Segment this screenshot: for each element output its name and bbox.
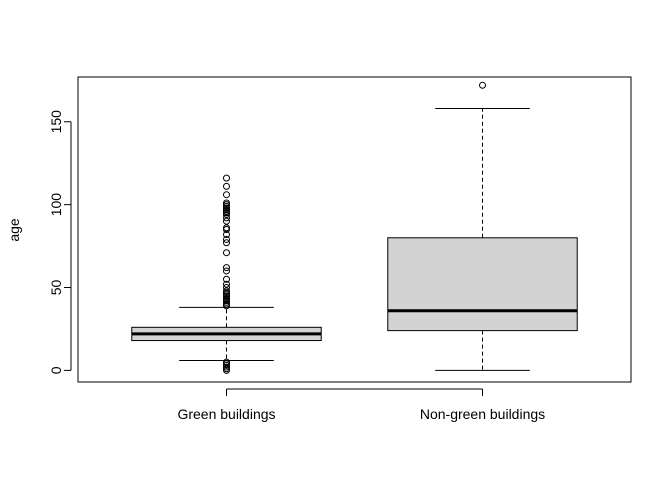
- outlier-point: [222, 191, 230, 199]
- outlier-point: [479, 81, 487, 89]
- category-label: Non-green buildings: [420, 406, 545, 422]
- y-tick-label: 50: [48, 280, 64, 296]
- outlier-point: [222, 267, 230, 275]
- box-iqr: [387, 237, 578, 332]
- outlier-point: [222, 182, 230, 190]
- outlier-point: [222, 199, 230, 207]
- outlier-point: [222, 174, 230, 182]
- outlier-point: [222, 230, 230, 238]
- outlier-point: [222, 239, 230, 247]
- outlier-point: [222, 214, 230, 222]
- outlier-point: [222, 264, 230, 272]
- plot-frame: [77, 76, 632, 383]
- outlier-point: [222, 235, 230, 243]
- y-tick-label: 0: [48, 366, 64, 374]
- outlier-point: [222, 224, 230, 232]
- outlier-point: [222, 287, 230, 295]
- outlier-point: [222, 284, 230, 292]
- outlier-point: [222, 275, 230, 283]
- outlier-point: [222, 358, 230, 366]
- outlier-point: [222, 217, 230, 225]
- y-tick-label: 150: [48, 110, 64, 134]
- y-tick-label: 100: [48, 193, 64, 217]
- outlier-point: [222, 249, 230, 257]
- category-label: Green buildings: [177, 406, 275, 422]
- y-axis-title: age: [6, 218, 22, 242]
- outlier-point: [222, 280, 230, 288]
